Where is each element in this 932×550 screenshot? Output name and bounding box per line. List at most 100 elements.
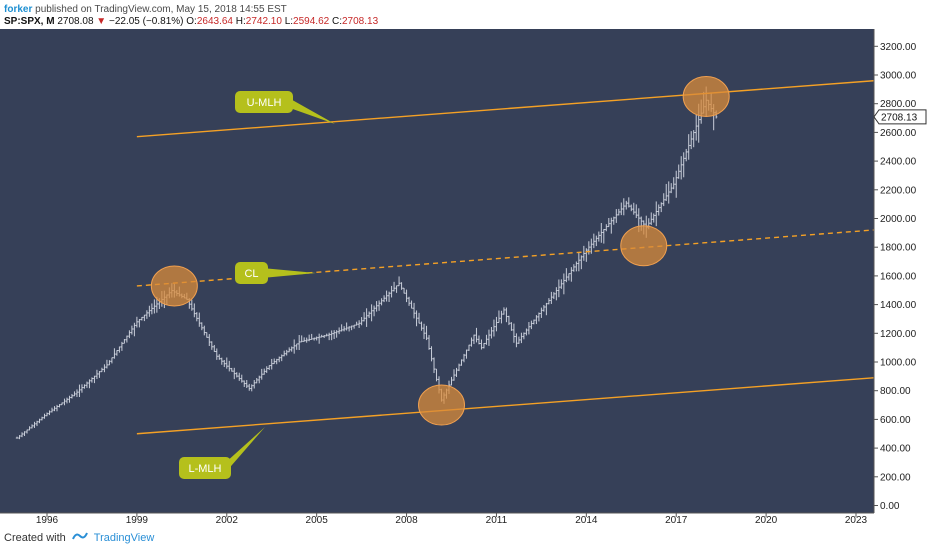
price-bar: [58, 404, 61, 408]
price-bar: [148, 305, 151, 317]
price-bar: [522, 332, 526, 340]
price-bar: [657, 204, 660, 216]
price-bar: [670, 183, 673, 194]
price-bar: [140, 316, 144, 321]
price-bar: [455, 367, 458, 377]
price-bar: [245, 380, 248, 389]
price-bar: [465, 349, 468, 359]
price-tick-label: 400.00: [880, 444, 911, 455]
price-bar: [672, 177, 675, 190]
price-bar: [430, 346, 433, 362]
plot-area[interactable]: [0, 29, 874, 513]
price-bar: [50, 407, 54, 413]
price-bar: [213, 344, 216, 353]
price-bar: [357, 320, 361, 328]
price-tick-label: 1400.00: [880, 300, 917, 311]
price-bar: [220, 357, 223, 365]
time-tick-label: 2020: [755, 515, 778, 526]
price-bar: [687, 134, 690, 160]
price-bar: [675, 170, 678, 198]
high-label: H:: [235, 16, 246, 27]
price-axis[interactable]: 0.00 200.00 400.00 600.00 800.00 1000.00 1200.…: [873, 29, 917, 513]
price-bar: [280, 354, 283, 362]
price-tag-box: [873, 109, 927, 125]
price-bar: [680, 156, 683, 180]
price-bar: [120, 341, 124, 351]
price-bar: [500, 310, 503, 324]
price-bar: [570, 267, 573, 282]
author-link[interactable]: forker: [4, 4, 33, 15]
price-bar: [130, 325, 134, 335]
price-bar: [377, 300, 381, 311]
price-bar: [385, 290, 388, 302]
price-bar: [93, 375, 96, 384]
price-bar: [530, 320, 533, 330]
price-tick-label: 800.00: [880, 386, 911, 397]
price-bar: [55, 404, 59, 412]
down-arrow-icon: ▼: [96, 16, 107, 27]
price-bar: [138, 319, 141, 328]
price-bar: [30, 424, 34, 429]
price-bar: [482, 342, 486, 349]
price-bar: [512, 323, 516, 343]
last-price: 2708.08: [57, 16, 94, 27]
price-bar: [260, 368, 263, 380]
price-bar: [435, 368, 438, 382]
price-bar: [345, 322, 348, 331]
price-bar: [73, 391, 76, 397]
price-bar: [193, 303, 196, 318]
price-bar: [655, 201, 658, 227]
price-bar: [450, 376, 453, 386]
price-bar: [607, 218, 611, 228]
price-bar: [620, 202, 623, 216]
price-bar: [477, 335, 481, 345]
price-bar: [275, 358, 278, 365]
tradingview-logo-icon: [71, 531, 88, 544]
price-bar: [300, 335, 303, 343]
price-bar: [630, 204, 633, 212]
price-bar: [228, 360, 231, 372]
price-bar: [238, 372, 241, 381]
price-bar: [33, 421, 36, 428]
price-bar: [577, 252, 581, 272]
highlight-circles: [150, 76, 730, 426]
high-value: 2742.10: [245, 16, 282, 27]
price-bar: [295, 343, 298, 350]
price-bar: [273, 358, 276, 365]
callout-u-mlh[interactable]: U-MLH: [235, 91, 335, 124]
price-bar: [692, 130, 695, 148]
price-bar: [290, 346, 293, 352]
tradingview-brand[interactable]: TradingView: [93, 531, 155, 544]
price-bar: [497, 310, 501, 323]
price-bar: [143, 314, 146, 322]
price-bar: [537, 312, 541, 322]
price-tick-label: 1800.00: [880, 243, 917, 254]
price-change: −22.05 (−0.81%): [108, 16, 184, 27]
price-bar: [462, 353, 466, 363]
time-axis[interactable]: 1996 1999 2002 2005 2008 2011 2014 2017 2020 2023: [0, 512, 874, 526]
price-bar: [115, 350, 119, 356]
price-bar: [108, 360, 111, 366]
price-bar: [85, 381, 89, 388]
time-tick-label: 2014: [575, 515, 598, 526]
price-bar: [223, 360, 226, 368]
price-bar: [88, 379, 91, 389]
price-bar: [520, 332, 523, 344]
price-bar: [28, 426, 31, 431]
callout-l-mlh[interactable]: L-MLH: [179, 427, 265, 479]
callout-cl[interactable]: CL: [235, 262, 316, 284]
low-label: L:: [284, 16, 294, 27]
time-tick-label: 2023: [845, 515, 868, 526]
price-bar: [415, 310, 418, 327]
price-bar: [402, 287, 406, 294]
price-bar: [35, 420, 39, 427]
price-bar: [407, 296, 411, 306]
time-tick-label: 2005: [306, 515, 329, 526]
highlight-circle: [682, 76, 730, 118]
price-bar: [65, 397, 69, 404]
price-bar: [420, 321, 423, 331]
symbol-label[interactable]: SP:SPX, M: [4, 16, 55, 27]
price-bar: [395, 285, 398, 293]
price-bar: [392, 281, 396, 292]
